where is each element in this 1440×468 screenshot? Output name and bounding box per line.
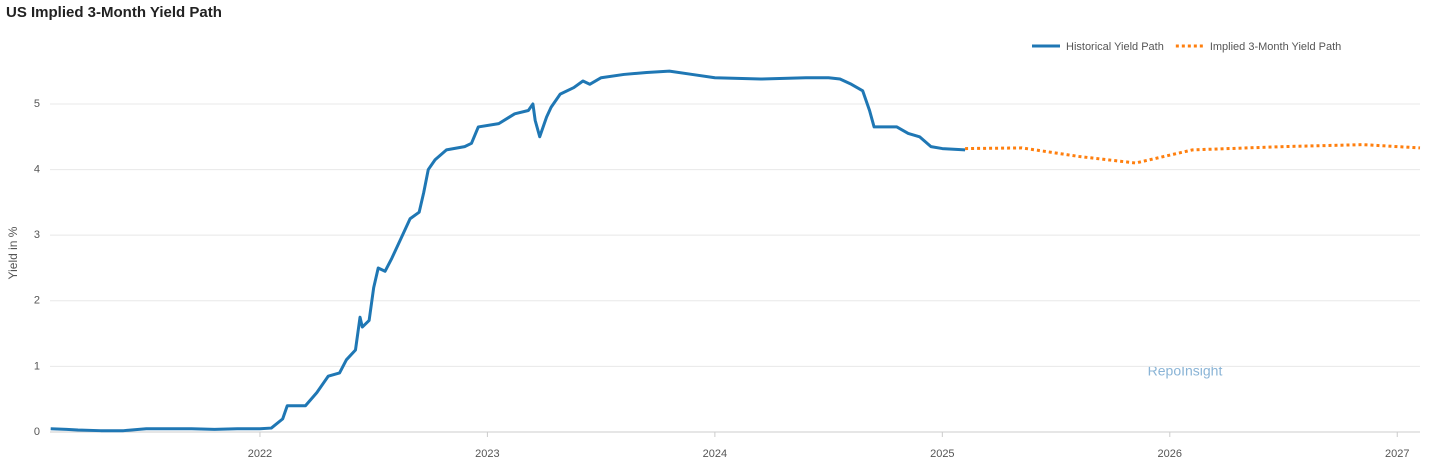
chart-title: US Implied 3-Month Yield Path xyxy=(6,4,222,21)
x-tick-label: 2026 xyxy=(1158,448,1182,460)
x-tick-label: 2022 xyxy=(248,448,272,460)
series-line xyxy=(50,69,966,433)
y-tick-label: 1 xyxy=(34,360,40,372)
x-tick-label: 2027 xyxy=(1385,448,1409,460)
series-line xyxy=(965,143,1421,165)
x-tick-label: 2025 xyxy=(930,448,954,460)
x-tick-label: 2024 xyxy=(703,448,727,460)
legend-label: Historical Yield Path xyxy=(1066,41,1164,53)
x-tick-label: 2023 xyxy=(475,448,499,460)
y-tick-label: 3 xyxy=(34,229,40,241)
y-tick-label: 5 xyxy=(34,98,40,110)
legend-label: Implied 3-Month Yield Path xyxy=(1210,41,1341,53)
y-tick-label: 4 xyxy=(34,163,40,175)
y-tick-label: 0 xyxy=(34,426,40,438)
y-tick-label: 2 xyxy=(34,295,40,307)
watermark: RepoInsight xyxy=(1148,363,1223,379)
y-axis-label: Yield in % xyxy=(6,226,20,279)
